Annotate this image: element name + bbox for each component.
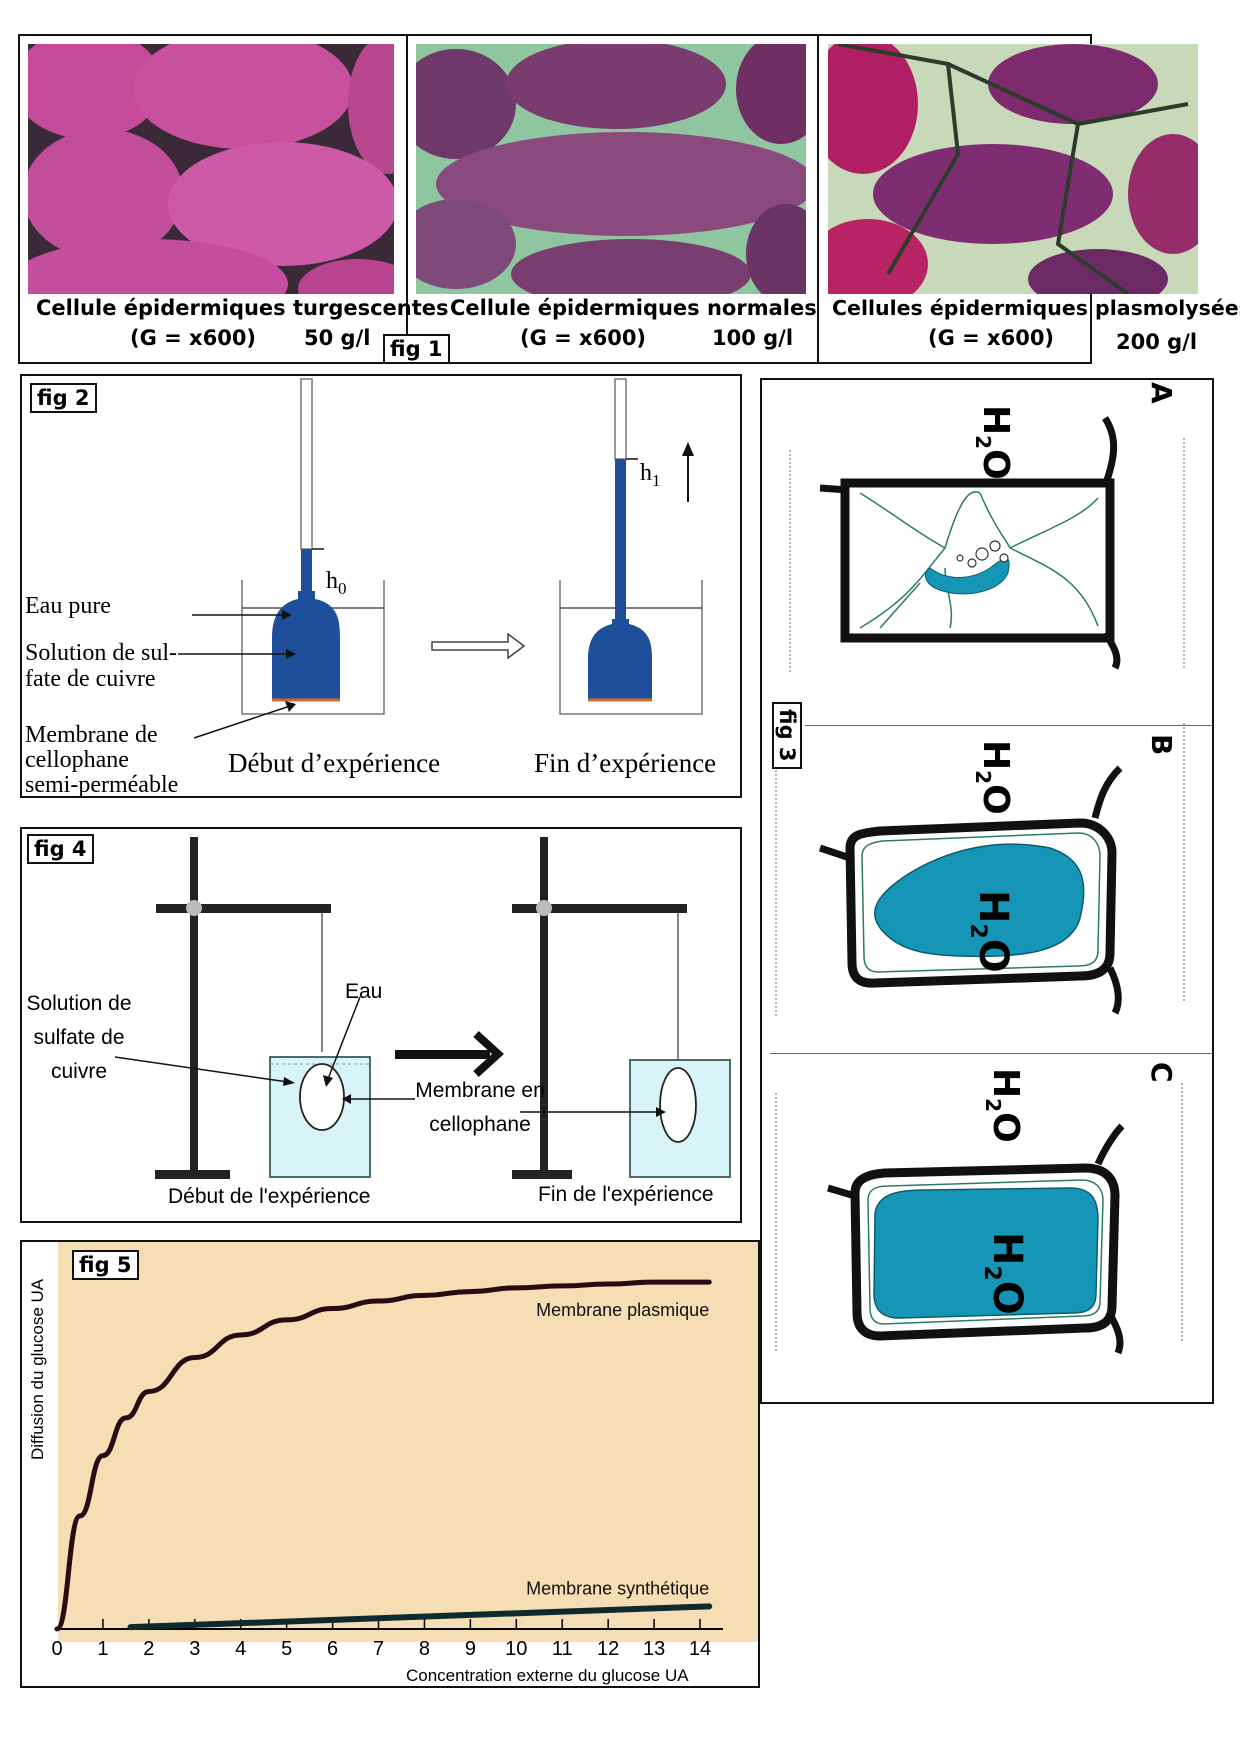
dialysis-diagram [114,837,731,1179]
synthetic-membrane-label: Membrane synthétique [526,1578,709,1598]
transition-arrow [431,632,526,660]
chart-x-tick-label: 4 [235,1638,246,1660]
pure-water-label: Eau pure [25,593,111,619]
copper-solution-label-line2: fate de cuivre [25,666,156,692]
cell-b-letter: B [1145,734,1178,756]
cell-c-inner-water-label: H2O [979,1232,1030,1315]
chart-x-tick-label: 3 [189,1638,200,1660]
normal-cells-photo [416,44,806,294]
cell-a-outer-water-label: H2O [970,405,1016,480]
fig1-caption-magnification-1: (G = x600) [130,326,257,350]
chart-x-tick-label: 1 [97,1638,108,1660]
synthetic-membrane-curve [127,1603,713,1631]
cell-c-letter: C [1145,1062,1178,1083]
fig1-tag: fig 1 [383,334,450,364]
turgescent-cells-photo [28,44,394,294]
fig1-caption-magnification-2: (G = x600) [520,326,647,350]
fig1-caption-title-3: Cellules épidermiques plasmolysées [832,296,1240,320]
fig1-caption-concentration-3: 200 g/l [1116,330,1198,354]
plasmolysed-cells-photo [828,44,1198,294]
cell-a-diagram [789,416,1185,673]
chart-x-tick-label: 7 [373,1638,384,1660]
fig4-transition-arrow [395,1031,504,1077]
membrane-label-line3: semi-perméable [25,772,179,798]
beaker-start [269,1056,371,1178]
fig4-frame [20,827,742,1223]
fig1-caption-concentration-2: 100 g/l [712,326,794,350]
chart-x-axis-label: Concentration externe du glucose UA [406,1666,689,1685]
fig1-caption-title-1: Cellule épidermiques turgescentes [36,296,449,320]
chart-x-tick-label: 6 [327,1638,338,1660]
h1-label: h1 [640,460,661,490]
fig3-divider-2 [770,1053,1213,1054]
chart-x-tick-label: 11 [552,1638,573,1660]
chart-x-tick-label: 5 [281,1638,292,1660]
fig1-divider-1 [406,34,408,364]
cell-a-letter: A [1145,382,1178,404]
chart-y-axis-label: Diffusion du glucose UA [28,1278,47,1460]
chart-x-tick-label: 9 [465,1638,476,1660]
fig3-divider-1 [805,725,1213,726]
cell-b-inner-water-label: H2O [965,890,1016,973]
stand-end [512,837,687,1179]
fig4-tag: fig 4 [27,834,94,864]
fig4-start-label: Début de l'expérience [168,1185,371,1208]
fig1-caption-magnification-3: (G = x600) [928,326,1055,350]
copper-solution-label-line1: Solution de sul- [25,640,178,666]
fig2-tag: fig 2 [30,383,97,413]
beaker-end [629,1059,731,1178]
cell-c-diagram [775,1083,1183,1355]
h0-label: h0 [326,568,347,598]
osmometer-end [559,378,703,715]
stand-start [155,837,331,1179]
cell-c-outer-water-label: H2O [980,1068,1026,1143]
chart-x-tick-label: 12 [597,1638,619,1660]
chart-x-tick-label: 10 [505,1638,527,1660]
fig1-caption-title-2: Cellule épidermiques normales [450,296,817,320]
chart-x-tick-label: 2 [143,1638,154,1660]
fig1-caption-concentration-1: 50 g/l [304,326,371,350]
fig3-cells [775,416,1185,1355]
chart-x-tick-label: 8 [419,1638,430,1660]
fig5-plot-background [58,1242,758,1642]
membrane-label-line2: cellophane [25,747,129,773]
fig2-label-arrows [178,610,296,739]
fig5-tag: fig 5 [72,1250,139,1280]
osmometer-diagram [178,378,703,739]
chart-x-tick-label: 13 [643,1638,665,1660]
fig4-end-label: Fin de l'expérience [538,1183,714,1206]
chart-x-tick-label: 14 [689,1638,711,1660]
membrane-label-line1: Membrane de [25,722,158,748]
end-of-experiment-label: Fin d’expérience [534,748,717,778]
plasma-membrane-curve [54,1279,712,1632]
cell-b-outer-water-label: H2O [970,740,1016,815]
start-of-experiment-label: Début d’expérience [228,748,441,778]
fig4-solution-label: Solution de sulfate de cuivre [26,992,132,1083]
plasma-membrane-label: Membrane plasmique [536,1300,709,1320]
fig1-divider-2 [817,34,819,364]
cell-b-diagram [775,723,1185,1018]
fig3-tag: fig 3 [772,702,802,769]
osmometer-start [241,378,385,715]
fig4-membrane-label: Membrane en cellophane [415,1079,545,1136]
chart-x-tick-label: 0 [51,1638,62,1660]
fig4-water-label: Eau [345,980,383,1003]
